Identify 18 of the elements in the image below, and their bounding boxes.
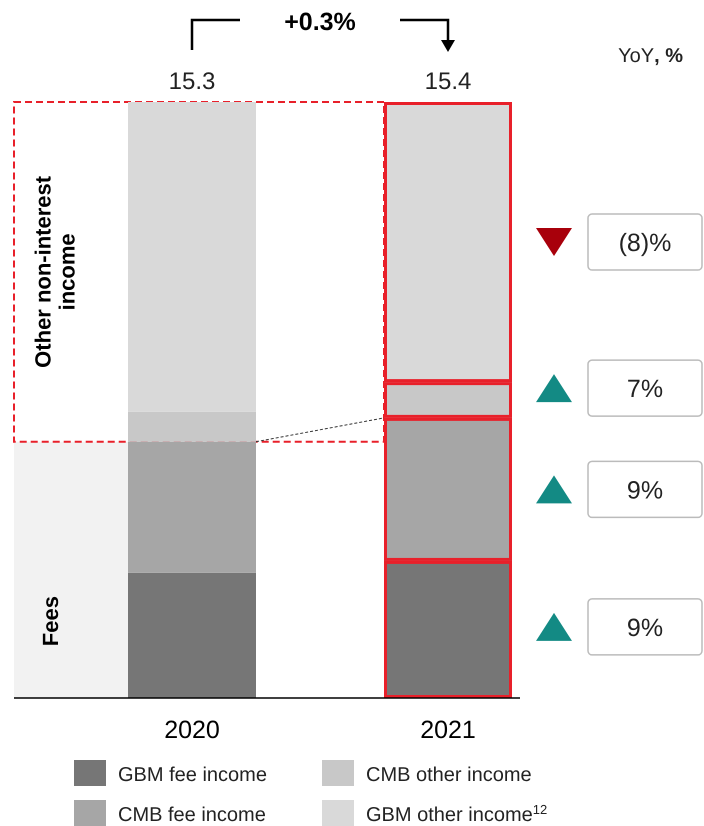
text: 9%: [626, 476, 664, 504]
text: 15.3: [168, 68, 216, 95]
legend-label: GBM fee income: [118, 764, 267, 786]
annotation: Other non-interest income: [30, 175, 80, 368]
x-tick-label: 2021: [420, 716, 476, 744]
bar: [128, 102, 256, 412]
bar: [128, 412, 256, 442]
text: +0.3%: [284, 8, 356, 36]
text: 7%: [626, 375, 664, 404]
legend-label: GBM other income$^{12}$: [366, 802, 548, 826]
x-tick-label: 2020: [164, 716, 220, 744]
legend-label: CMB fee income: [118, 804, 266, 826]
text: YoY, %: [618, 45, 684, 67]
band-label: Fees: [38, 596, 63, 646]
text: 9%: [626, 614, 664, 642]
legend-label: CMB other income: [366, 764, 532, 786]
text: 15.4: [424, 68, 472, 95]
text: (8)%: [618, 229, 672, 258]
